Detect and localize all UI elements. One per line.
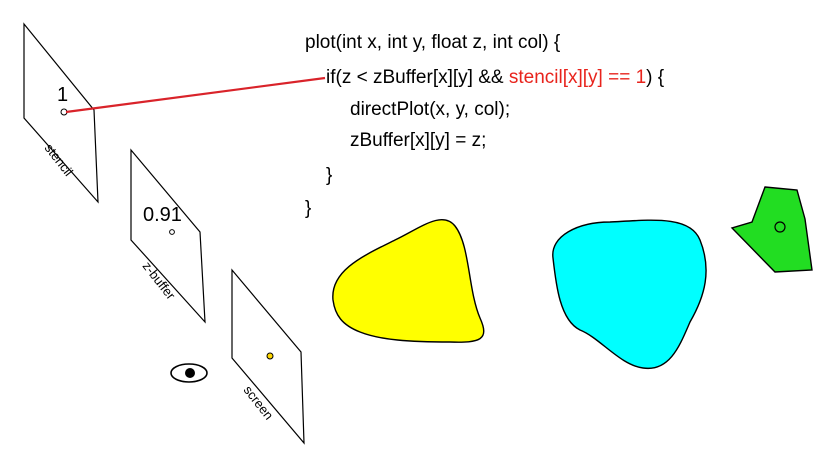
code-line-2-end: ) { <box>646 67 664 88</box>
code-line-6: } <box>305 198 311 220</box>
zbuffer-value: 0.91 <box>143 204 182 226</box>
code-line-3: directPlot(x, y, col); <box>350 99 510 121</box>
cyan-shape <box>553 220 706 368</box>
zbuffer-label: z-buffer <box>140 259 179 303</box>
yellow-shape <box>333 220 484 342</box>
stencil-plane: 1 stencil <box>24 24 98 202</box>
code-line-4: zBuffer[x][y] = z; <box>350 130 486 152</box>
green-shape <box>732 187 812 272</box>
code-line-2-highlight: stencil[x][y] == 1 <box>509 67 646 88</box>
stencil-value: 1 <box>57 84 68 106</box>
code-line-1: plot(int x, int y, float z, int col) { <box>305 32 560 54</box>
code-line-5: } <box>326 165 332 187</box>
stencil-pointer-line <box>66 78 325 112</box>
code-line-2: if(z < zBuffer[x][y] && stencil[x][y] ==… <box>326 67 664 89</box>
zbuffer-sample-point <box>170 230 175 235</box>
code-line-2-start: if(z < zBuffer[x][y] && <box>326 67 509 88</box>
zbuffer-plane: 0.91 z-buffer <box>131 150 205 322</box>
eye-icon <box>171 364 207 382</box>
stencil-label: stencil <box>42 141 77 179</box>
screen-plane: screen <box>232 270 304 443</box>
screen-pixel-dot <box>267 353 273 359</box>
